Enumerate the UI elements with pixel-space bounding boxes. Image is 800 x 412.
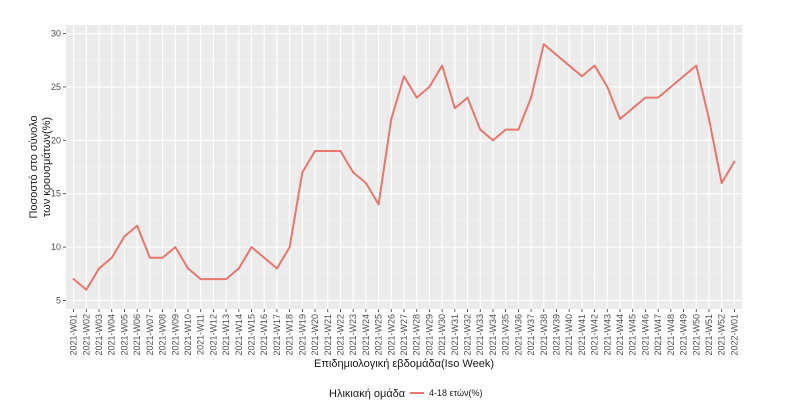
y-axis-title-line-2: των κρουσμάτων(%) xyxy=(41,117,53,217)
x-tick-label: 2021-W06 xyxy=(132,314,142,356)
x-tick-label: 2021-W20 xyxy=(310,314,320,356)
x-tick-label: 2022-W01 xyxy=(729,314,739,356)
x-tick-label: 2021-W04 xyxy=(107,314,117,356)
x-tick-label: 2021-W12 xyxy=(208,314,218,356)
y-tick-label: 25 xyxy=(51,82,61,92)
x-tick-label: 2021-W03 xyxy=(94,314,104,356)
x-tick-label: 2021-W38 xyxy=(539,314,549,356)
legend-title: Ηλικιακή ομάδα xyxy=(329,388,406,400)
x-tick-label: 2021-W36 xyxy=(513,314,523,356)
x-tick-label: 2021-W15 xyxy=(247,314,257,356)
x-tick-label: 2021-W42 xyxy=(590,314,600,356)
x-tick-label: 2021-W35 xyxy=(501,314,511,356)
x-tick-label: 2021-W51 xyxy=(704,314,714,356)
series-line xyxy=(72,43,736,291)
x-tick-label: 2021-W27 xyxy=(399,314,409,356)
x-tick-label: 2021-W02 xyxy=(81,314,91,356)
x-tick-label: 2021-W34 xyxy=(488,314,498,356)
y-axis-title-line-1: Ποσοστό στο σύνολο xyxy=(28,115,40,218)
x-axis-title: Επιδημιολογική εβδομάδα(Iso Week) xyxy=(314,358,494,370)
x-tick-label: 2021-W30 xyxy=(437,314,447,356)
x-tick-label: 2021-W44 xyxy=(615,314,625,356)
x-tick-label: 2021-W19 xyxy=(297,314,307,356)
x-axis-ticks: 2021-W01 2021-W02 2021-W03 2021-W04 2021-W05… xyxy=(69,309,739,356)
x-tick-label: 2021-W23 xyxy=(348,314,358,356)
x-tick-label: 2021-W13 xyxy=(221,314,231,356)
x-tick-label: 2021-W50 xyxy=(691,314,701,356)
x-tick-label: 2021-W22 xyxy=(335,314,345,356)
x-tick-label: 2021-W32 xyxy=(463,314,473,356)
x-tick-label: 2021-W18 xyxy=(285,314,295,356)
x-tick-label: 2021-W31 xyxy=(450,314,460,356)
x-tick-label: 2021-W47 xyxy=(653,314,663,356)
x-tick-label: 2021-W49 xyxy=(679,314,689,356)
x-tick-label: 2021-W40 xyxy=(564,314,574,356)
x-tick-label: 2021-W08 xyxy=(158,314,168,356)
x-tick-label: 2021-W39 xyxy=(551,314,561,356)
x-tick-label: 2021-W43 xyxy=(602,314,612,356)
x-tick-label: 2021-W37 xyxy=(526,314,536,356)
x-tick-label: 2021-W33 xyxy=(475,314,485,356)
y-tick-label: 5 xyxy=(56,295,61,305)
y-tick-label: 30 xyxy=(51,29,61,39)
x-tick-label: 2021-W05 xyxy=(119,314,129,356)
x-tick-label: 2021-W28 xyxy=(412,314,422,356)
legend-label: 4-18 ετών(%) xyxy=(429,388,482,398)
y-tick-label: 10 xyxy=(51,242,61,252)
x-tick-label: 2021-W25 xyxy=(374,314,384,356)
x-tick-label: 2021-W07 xyxy=(145,314,155,356)
x-tick-label: 2021-W26 xyxy=(386,314,396,356)
x-tick-label: 2021-W41 xyxy=(577,314,587,356)
x-tick-label: 2021-W09 xyxy=(170,314,180,356)
x-tick-label: 2021-W10 xyxy=(183,314,193,356)
x-tick-label: 2021-W52 xyxy=(717,314,727,356)
y-tick-label: 15 xyxy=(51,189,61,199)
major-gridlines xyxy=(66,25,742,309)
series-layer xyxy=(72,43,736,291)
y-axis-ticks: 5 10 15 20 25 30 xyxy=(51,29,66,305)
x-tick-label: 2021-W21 xyxy=(323,314,333,356)
x-tick-label: 2021-W01 xyxy=(69,314,79,356)
x-tick-label: 2021-W45 xyxy=(628,314,638,356)
x-tick-label: 2021-W16 xyxy=(259,314,269,356)
y-tick-label: 20 xyxy=(51,135,61,145)
x-tick-label: 2021-W17 xyxy=(272,314,282,356)
legend: Ηλικιακή ομάδα 4-18 ετών(%) xyxy=(329,388,482,400)
x-tick-label: 2021-W14 xyxy=(234,314,244,356)
x-tick-label: 2021-W46 xyxy=(640,314,650,356)
x-tick-label: 2021-W11 xyxy=(196,314,206,355)
x-tick-label: 2021-W24 xyxy=(361,314,371,356)
x-tick-label: 2021-W48 xyxy=(666,314,676,356)
x-tick-label: 2021-W29 xyxy=(424,314,434,356)
